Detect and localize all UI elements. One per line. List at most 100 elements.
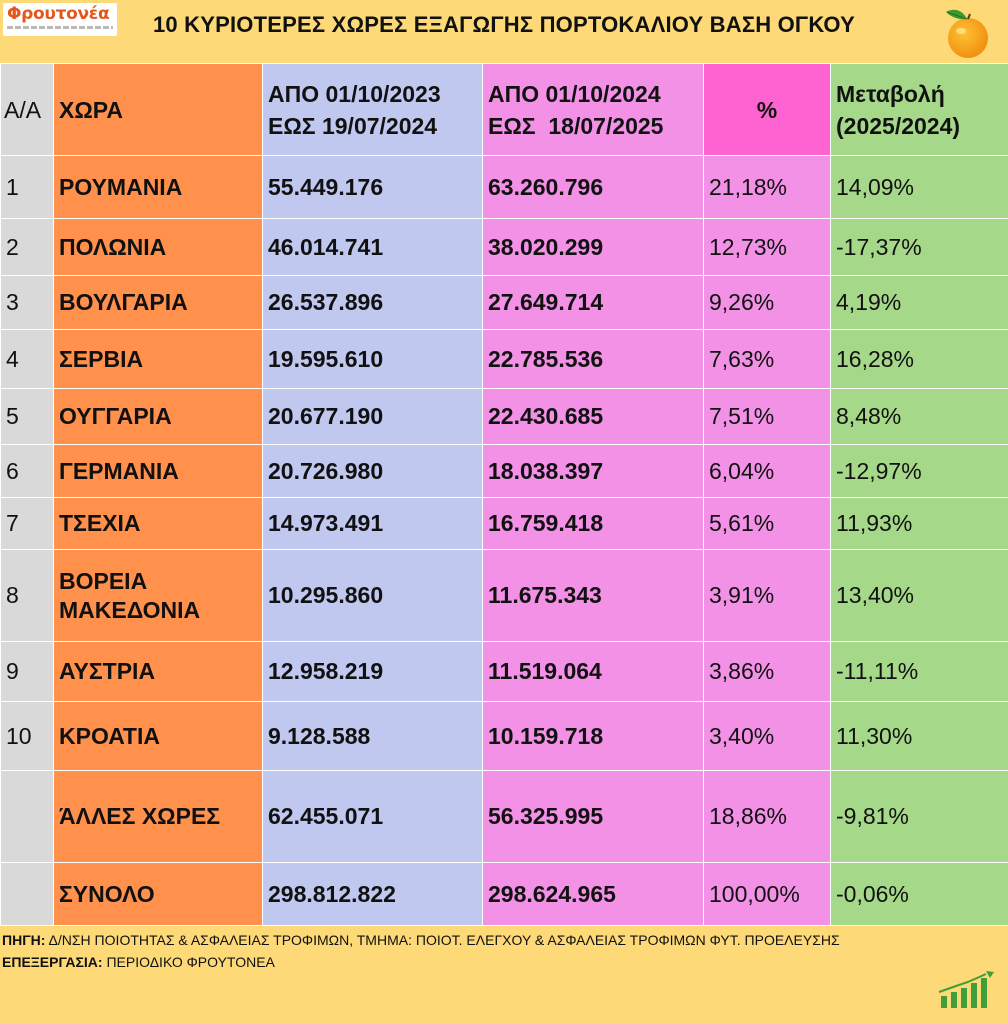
cell-aa: 6: [0, 444, 54, 498]
cell-period-1: 19.595.610: [262, 329, 483, 389]
cell-period-2: 63.260.796: [482, 155, 704, 219]
cell-country: ΒΟΥΛΓΑΡΙΑ: [53, 275, 263, 330]
cell-period-1: 12.958.219: [262, 641, 483, 702]
cell-period-2: 11.675.343: [482, 549, 704, 642]
cell-aa: 7: [0, 497, 54, 550]
cell-country: ΣΥΝΟΛΟ: [53, 862, 263, 926]
cell-country: ΆΛΛΕΣ ΧΩΡΕΣ: [53, 770, 263, 863]
growth-chart-icon: [938, 971, 994, 1008]
cell-period-2: 22.430.685: [482, 388, 704, 445]
table-row: 10 ΚΡΟΑΤΙΑ 9.128.588 10.159.718 3,40% 11…: [0, 701, 1008, 771]
table-row: 2 ΠΟΛΩΝΙΑ 46.014.741 38.020.299 12,73% -…: [0, 218, 1008, 276]
table-row: 3 ΒΟΥΛΓΑΡΙΑ 26.537.896 27.649.714 9,26% …: [0, 275, 1008, 330]
logo: Φρουτονέα: [3, 3, 117, 36]
processing-text: ΠΕΡΙΟΔΙΚΟ ΦΡΟΥΤΟΝΕΑ: [106, 954, 275, 970]
cell-pct: 3,40%: [703, 701, 831, 771]
cell-country: ΠΟΛΩΝΙΑ: [53, 218, 263, 276]
table-header-row: Α/Α ΧΩΡΑ ΑΠΟ 01/10/2023 ΕΩΣ 19/07/2024 Α…: [0, 63, 1008, 156]
cell-period-2: 11.519.064: [482, 641, 704, 702]
cell-country: ΚΡΟΑΤΙΑ: [53, 701, 263, 771]
cell-aa: 3: [0, 275, 54, 330]
table-row: 5 ΟΥΓΓΑΡΙΑ 20.677.190 22.430.685 7,51% 8…: [0, 388, 1008, 445]
cell-country: ΑΥΣΤΡΙΑ: [53, 641, 263, 702]
cell-period-1: 20.726.980: [262, 444, 483, 498]
cell-period-2: 16.759.418: [482, 497, 704, 550]
table-row: 1 ΡΟΥΜΑΝΙΑ 55.449.176 63.260.796 21,18% …: [0, 155, 1008, 219]
header-change: Μεταβολή (2025/2024): [830, 63, 1008, 156]
cell-change: 11,30%: [830, 701, 1008, 771]
table-row: 9 ΑΥΣΤΡΙΑ 12.958.219 11.519.064 3,86% -1…: [0, 641, 1008, 702]
cell-pct: 5,61%: [703, 497, 831, 550]
cell-change: 14,09%: [830, 155, 1008, 219]
cell-aa: 8: [0, 549, 54, 642]
cell-aa: 2: [0, 218, 54, 276]
header-period-2: ΑΠΟ 01/10/2024 ΕΩΣ 18/07/2025: [482, 63, 704, 156]
header-change-years: (2025/2024): [836, 112, 961, 139]
cell-period-1: 14.973.491: [262, 497, 483, 550]
logo-tagline-decoration: [7, 26, 113, 29]
header-pct: %: [703, 63, 831, 156]
cell-change: 13,40%: [830, 549, 1008, 642]
cell-country: ΣΕΡΒΙΑ: [53, 329, 263, 389]
cell-aa: 4: [0, 329, 54, 389]
table-row: 4 ΣΕΡΒΙΑ 19.595.610 22.785.536 7,63% 16,…: [0, 329, 1008, 389]
header-period-2-to: ΕΩΣ 18/07/2025: [488, 112, 664, 139]
cell-pct: 9,26%: [703, 275, 831, 330]
processing-note: ΕΠΕΞΕΡΓΑΣΙΑ: ΠΕΡΙΟΔΙΚΟ ΦΡΟΥΤΟΝΕΑ: [2, 951, 1002, 973]
cell-period-2: 56.325.995: [482, 770, 704, 863]
cell-pct: 18,86%: [703, 770, 831, 863]
cell-period-1: 10.295.860: [262, 549, 483, 642]
cell-period-1: 55.449.176: [262, 155, 483, 219]
header-period-2-from: ΑΠΟ 01/10/2024: [488, 80, 661, 107]
cell-change: -0,06%: [830, 862, 1008, 926]
source-text: Δ/ΝΣΗ ΠΟΙΟΤΗΤΑΣ & ΑΣΦΑΛΕΙΑΣ ΤΡΟΦΙΜΩΝ, ΤΜ…: [48, 932, 840, 948]
cell-pct: 3,86%: [703, 641, 831, 702]
cell-country: ΤΣΕΧΙΑ: [53, 497, 263, 550]
logo-name: Φρουτονέα: [7, 4, 110, 24]
cell-pct: 7,51%: [703, 388, 831, 445]
cell-pct: 3,91%: [703, 549, 831, 642]
table-row-total: ΣΥΝΟΛΟ 298.812.822 298.624.965 100,00% -…: [0, 862, 1008, 926]
cell-period-1: 46.014.741: [262, 218, 483, 276]
cell-period-1: 9.128.588: [262, 701, 483, 771]
cell-pct: 21,18%: [703, 155, 831, 219]
cell-period-1: 62.455.071: [262, 770, 483, 863]
cell-change: 4,19%: [830, 275, 1008, 330]
cell-aa: 10: [0, 701, 54, 771]
cell-pct: 7,63%: [703, 329, 831, 389]
cell-country: ΟΥΓΓΑΡΙΑ: [53, 388, 263, 445]
footer-notes: ΠΗΓΗ: Δ/ΝΣΗ ΠΟΙΟΤΗΤΑΣ & ΑΣΦΑΛΕΙΑΣ ΤΡΟΦΙΜ…: [2, 929, 1002, 973]
header-period-1: ΑΠΟ 01/10/2023 ΕΩΣ 19/07/2024: [262, 63, 483, 156]
cell-aa: 5: [0, 388, 54, 445]
cell-period-2: 22.785.536: [482, 329, 704, 389]
cell-aa: 1: [0, 155, 54, 219]
cell-period-1: 20.677.190: [262, 388, 483, 445]
page-title: 10 ΚΥΡΙΟΤΕΡΕΣ ΧΩΡΕΣ ΕΞΑΓΩΓΗΣ ΠΟΡΤΟΚΑΛΙΟΥ…: [152, 12, 856, 37]
cell-aa: [0, 770, 54, 863]
table-row: ΆΛΛΕΣ ΧΩΡΕΣ 62.455.071 56.325.995 18,86%…: [0, 770, 1008, 863]
cell-period-2: 18.038.397: [482, 444, 704, 498]
header-country: ΧΩΡΑ: [53, 63, 263, 156]
cell-change: -9,81%: [830, 770, 1008, 863]
cell-country: ΡΟΥΜΑΝΙΑ: [53, 155, 263, 219]
cell-aa: 9: [0, 641, 54, 702]
cell-country: ΒΟΡΕΙΑ ΜΑΚΕΔΟΝΙΑ: [53, 549, 263, 642]
header-period-1-to: ΕΩΣ 19/07/2024: [268, 112, 438, 139]
cell-change: 11,93%: [830, 497, 1008, 550]
cell-period-1: 298.812.822: [262, 862, 483, 926]
cell-period-2: 298.624.965: [482, 862, 704, 926]
cell-change: -17,37%: [830, 218, 1008, 276]
table-row: 6 ΓΕΡΜΑΝΙΑ 20.726.980 18.038.397 6,04% -…: [0, 444, 1008, 498]
exports-table: Α/Α ΧΩΡΑ ΑΠΟ 01/10/2023 ΕΩΣ 19/07/2024 Α…: [0, 63, 1008, 926]
cell-aa: [0, 862, 54, 926]
header-period-1-from: ΑΠΟ 01/10/2023: [268, 80, 441, 107]
source-note: ΠΗΓΗ: Δ/ΝΣΗ ΠΟΙΟΤΗΤΑΣ & ΑΣΦΑΛΕΙΑΣ ΤΡΟΦΙΜ…: [2, 929, 1002, 951]
cell-period-2: 10.159.718: [482, 701, 704, 771]
cell-pct: 12,73%: [703, 218, 831, 276]
cell-period-1: 26.537.896: [262, 275, 483, 330]
cell-change: -11,11%: [830, 641, 1008, 702]
source-label: ΠΗΓΗ:: [2, 932, 46, 948]
orange-fruit-icon: [946, 9, 988, 58]
header-change-title: Μεταβολή: [836, 80, 945, 107]
cell-period-2: 27.649.714: [482, 275, 704, 330]
